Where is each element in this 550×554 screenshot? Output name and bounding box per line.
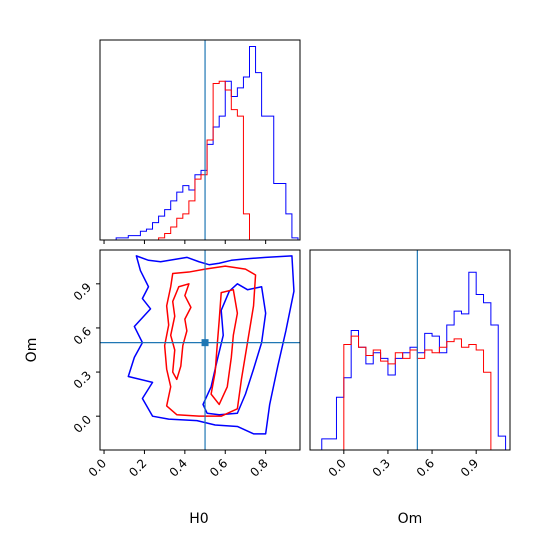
contour-red-inner-3: [169, 283, 192, 381]
tick-label-h0-4: 0.8: [247, 456, 270, 479]
histogram-h0-frame: [99, 39, 301, 241]
histogram-om-panel: 0.0 0.3 0.6 0.9: [309, 249, 511, 480]
contour-panel-frame: [99, 249, 301, 451]
histogram-om-frame: [309, 249, 511, 451]
contour-h0-om-panel: 0.0 0.2 0.4 0.6 0.8 0.0 0.3 0.6 0.9: [71, 249, 301, 480]
tick-label-om-y-2: 0.6: [71, 324, 94, 347]
tick-label-om-x-2: 0.6: [414, 456, 437, 479]
histogram-om-marks: [321, 271, 507, 450]
y-axis-title-om: Om: [24, 338, 40, 363]
tick-label-om-y-1: 0.3: [71, 368, 94, 391]
tick-label-h0-2: 0.4: [167, 456, 190, 479]
tick-label-h0-3: 0.6: [207, 456, 230, 479]
tick-label-om-y-0: 0.0: [71, 412, 94, 435]
histogram-h0-marks: [115, 46, 299, 240]
contour-blue-inner-1: [202, 283, 267, 416]
tick-label-h0-0: 0.0: [86, 456, 109, 479]
contour-red-outer-2: [163, 265, 257, 417]
tick-label-om-y-3: 0.9: [71, 280, 94, 303]
tick-label-om-x-1: 0.3: [370, 456, 393, 479]
histogram-h0-series-red: [116, 80, 298, 240]
tick-label-om-x-3: 0.9: [458, 456, 481, 479]
histogram-om-series-blue: [321, 271, 507, 450]
truth-marker: [201, 339, 209, 347]
tick-label-h0-1: 0.2: [126, 456, 149, 479]
x-axis-title-h0: H0: [189, 511, 208, 527]
contour-marks: [127, 255, 295, 435]
contour-blue-outer-0: [127, 255, 295, 435]
histogram-om-series-red: [321, 335, 506, 450]
x-axis-title-om: Om: [398, 511, 423, 527]
histogram-h0-panel: [99, 39, 301, 244]
contour-red-inner-4: [210, 288, 239, 406]
tick-label-om-x-0: 0.0: [326, 456, 349, 479]
